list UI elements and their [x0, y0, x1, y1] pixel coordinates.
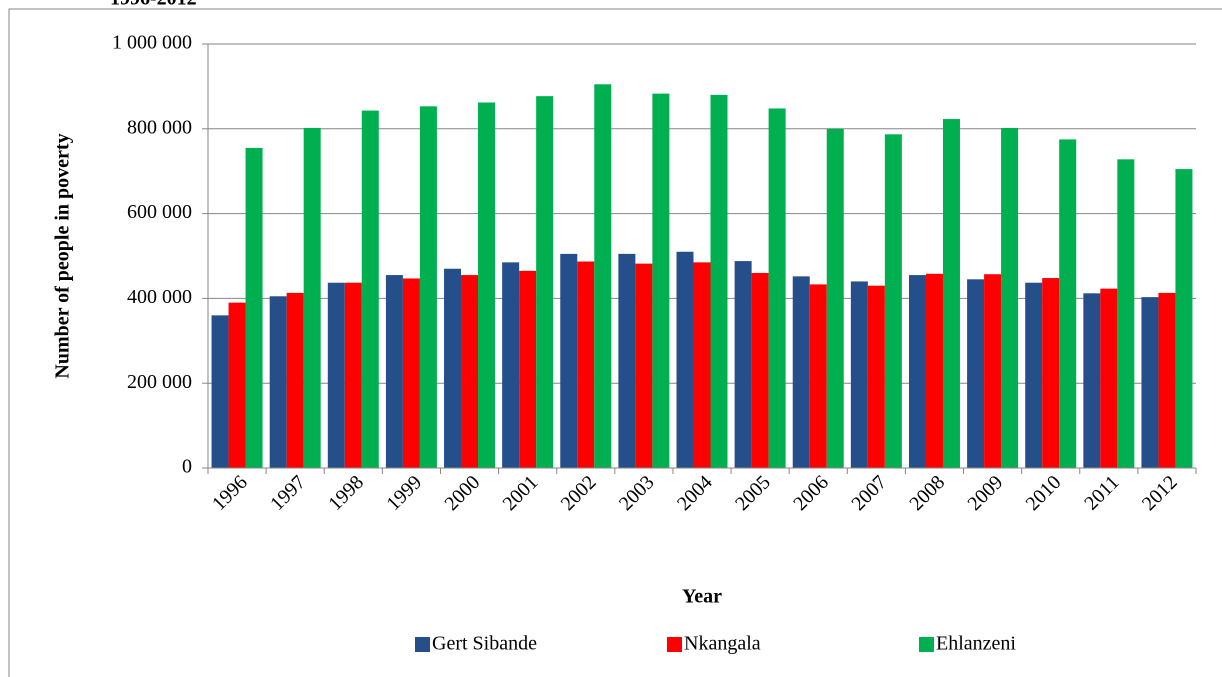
- bar: [228, 302, 246, 468]
- bar: [303, 127, 321, 469]
- bar: [211, 315, 229, 468]
- bar: [461, 275, 479, 468]
- bar: [594, 84, 612, 468]
- bar: [1100, 288, 1118, 468]
- legend-label: Nkangala: [684, 633, 761, 655]
- x-tick-label: 2007: [847, 471, 891, 515]
- legend-label: Gert Sibande: [432, 633, 537, 655]
- x-tick-label: 2008: [905, 471, 949, 515]
- y-tick-label: 800 000: [127, 116, 192, 138]
- chart-title: 1996-2012: [110, 0, 197, 10]
- bar: [1117, 159, 1135, 468]
- legend-swatch: [415, 637, 430, 652]
- x-tick-label: 2002: [557, 471, 601, 515]
- bar: [676, 251, 694, 468]
- x-tick-label: 2004: [673, 471, 717, 515]
- x-axis-title: Year: [682, 586, 722, 608]
- bar: [1001, 127, 1019, 469]
- bar: [826, 128, 844, 469]
- bar: [925, 273, 943, 468]
- chart-frame: [8, 8, 1222, 677]
- bar: [1025, 282, 1043, 468]
- bar: [652, 93, 670, 468]
- x-tick-label: 2000: [440, 471, 484, 515]
- bar: [478, 102, 496, 469]
- bar: [618, 253, 636, 468]
- y-tick-label: 0: [182, 456, 192, 478]
- bar: [327, 282, 345, 468]
- bar: [444, 268, 462, 468]
- bar: [693, 262, 711, 468]
- bar: [419, 106, 437, 468]
- bar: [1059, 139, 1077, 468]
- x-tick-label: 1996: [208, 471, 252, 515]
- bar: [850, 281, 868, 468]
- legend-label: Ehlanzeni: [936, 633, 1016, 655]
- legend-swatch: [667, 637, 682, 652]
- x-tick-label: 1997: [266, 471, 310, 515]
- bar: [867, 285, 885, 468]
- bar: [967, 279, 985, 468]
- bar: [1158, 292, 1176, 468]
- bar: [1141, 297, 1159, 468]
- bar: [809, 284, 827, 468]
- bar: [536, 96, 554, 468]
- bar: [1042, 278, 1060, 468]
- y-axis-title: Number of people in poverty: [52, 133, 74, 378]
- y-tick-label: 400 000: [127, 286, 192, 308]
- bar: [560, 253, 578, 468]
- x-tick-label: 2001: [499, 471, 543, 515]
- bar: [908, 275, 926, 468]
- x-tick-label: 2006: [789, 471, 833, 515]
- bar: [884, 134, 902, 468]
- bar: [502, 262, 520, 468]
- bar: [286, 292, 304, 468]
- bar: [1175, 169, 1193, 468]
- title-backdrop: [100, 0, 280, 8]
- bar: [402, 278, 420, 468]
- bar: [792, 276, 810, 468]
- legend-swatch: [919, 637, 934, 652]
- bar: [385, 275, 403, 468]
- x-tick-label: 2010: [1022, 471, 1066, 515]
- y-tick-label: 1 000 000: [112, 32, 192, 54]
- bar: [577, 261, 595, 468]
- x-tick-label: 2012: [1138, 471, 1182, 515]
- bar: [519, 270, 537, 468]
- bar: [751, 272, 769, 468]
- bar: [245, 147, 263, 468]
- y-tick-label: 600 000: [127, 201, 192, 223]
- bar: [768, 108, 786, 468]
- bar: [635, 263, 653, 468]
- bar: [734, 261, 752, 468]
- bar: [361, 110, 379, 469]
- bar: [344, 282, 362, 468]
- bar: [984, 274, 1002, 468]
- y-tick-label: 200 000: [127, 371, 192, 393]
- bar: [942, 119, 960, 468]
- bar: [1083, 293, 1101, 468]
- x-tick-label: 2009: [964, 471, 1008, 515]
- x-tick-label: 1998: [324, 471, 368, 515]
- x-tick-label: 2005: [731, 471, 775, 515]
- bar: [269, 296, 287, 468]
- x-tick-label: 1999: [382, 471, 426, 515]
- x-tick-label: 2011: [1080, 471, 1123, 514]
- x-tick-label: 2003: [615, 471, 659, 515]
- bar: [710, 94, 728, 468]
